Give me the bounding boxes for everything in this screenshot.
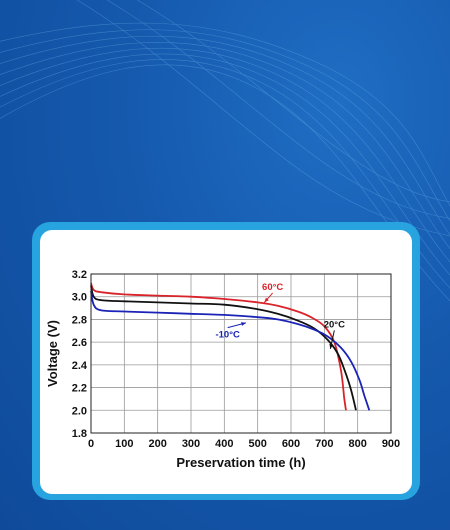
x-tick-label-4: 400: [215, 438, 233, 450]
y-tick-label-4: 2.6: [72, 337, 87, 349]
x-tick-label-1: 100: [115, 438, 133, 450]
y-tick-label-2: 2.2: [72, 383, 87, 395]
annotation-label-2: -10°C: [215, 330, 240, 341]
annotation-label-1: 20°C: [324, 319, 345, 330]
annotation-arrowhead-1: [329, 344, 334, 349]
series-line-2: [90, 290, 371, 411]
y-tick-label-6: 3.0: [72, 292, 87, 304]
y-tick-label-0: 1.8: [72, 428, 87, 440]
x-tick-label-2: 200: [148, 438, 166, 450]
y-axis-title: Voltage (V): [45, 320, 60, 387]
x-tick-label-8: 800: [348, 438, 366, 450]
x-tick-labels: 0 100 200 300 400 500 600 700 800 900: [88, 438, 400, 450]
x-tick-label-7: 700: [315, 438, 333, 450]
x-axis-title: Preservation time (h): [176, 455, 305, 470]
annotation-arrowhead-0: [264, 297, 269, 303]
annotation-arrowhead-2: [241, 322, 246, 326]
chart-card: 60°C 20°C -10°C 0 100 200 300 400 500 600 700 800 9…: [40, 230, 412, 494]
annotations: 60°C 20°C -10°C: [215, 282, 345, 350]
x-tick-label-3: 300: [182, 438, 200, 450]
y-tick-label-5: 2.8: [72, 314, 87, 326]
y-tick-labels: 1.8 2.0 2.2 2.4 2.6 2.8 3.0 3.2: [72, 269, 88, 440]
x-tick-label-9: 900: [382, 438, 400, 450]
plot-frame: [90, 273, 392, 434]
series-lines: [90, 282, 371, 411]
x-tick-label-6: 600: [282, 438, 300, 450]
y-tick-label-1: 2.0: [72, 405, 87, 417]
x-tick-label-5: 500: [248, 438, 266, 450]
series-line-1: [90, 285, 357, 411]
y-tick-label-7: 3.2: [72, 269, 87, 281]
chart-plot: 60°C 20°C -10°C 0 100 200 300 400 500 600 700 800 9…: [45, 269, 400, 470]
annotation-label-0: 60°C: [262, 282, 283, 293]
x-tick-label-0: 0: [88, 438, 94, 450]
y-tick-label-3: 2.4: [72, 360, 88, 372]
